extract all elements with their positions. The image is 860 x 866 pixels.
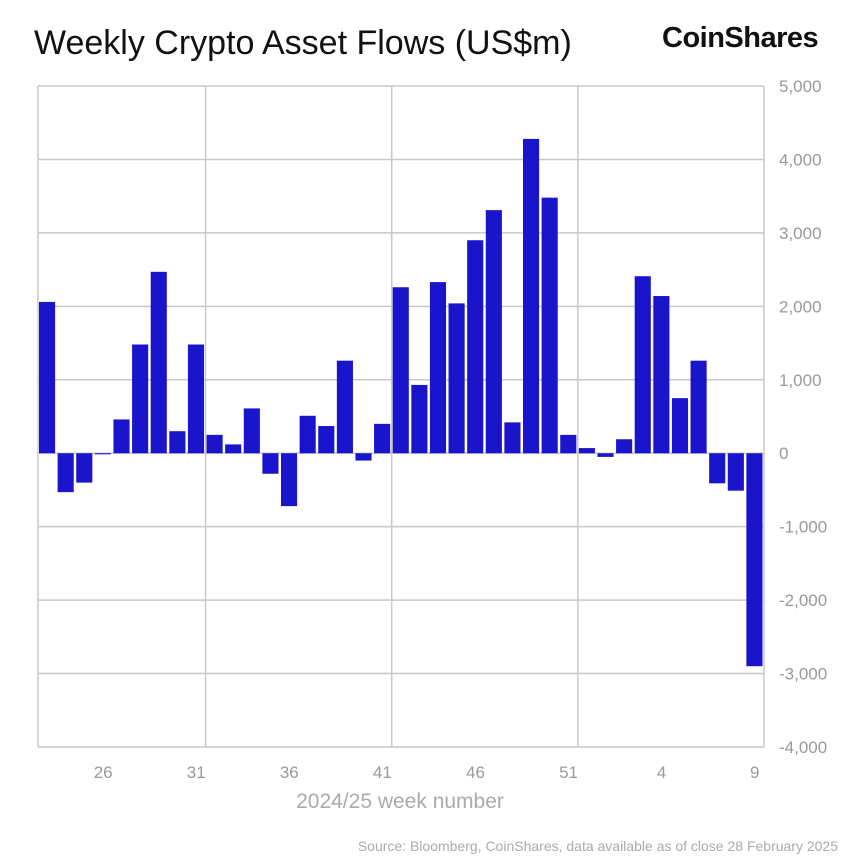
- x-tick-label: 46: [466, 763, 485, 782]
- bar-week-47: [485, 210, 502, 454]
- x-tick-label: 9: [750, 763, 759, 782]
- bar-week-23: [39, 301, 56, 454]
- bar-week-42: [392, 287, 409, 454]
- bar-week-6: [690, 360, 707, 454]
- x-tick-label: 31: [187, 763, 206, 782]
- x-tick-label: 41: [373, 763, 392, 782]
- y-tick-label: 5,000: [779, 77, 822, 96]
- bar-week-34: [243, 408, 260, 454]
- bar-week-29: [150, 271, 167, 454]
- bar-week-1: [597, 453, 614, 457]
- bar-week-33: [225, 444, 242, 454]
- bar-week-38: [318, 426, 335, 454]
- x-axis-label: 2024/25 week number: [296, 790, 504, 813]
- y-tick-label: -4,000: [779, 738, 827, 757]
- bar-week-45: [448, 303, 465, 454]
- bar-week-9: [746, 453, 763, 667]
- bar-week-3: [634, 276, 651, 454]
- y-tick-label: 3,000: [779, 224, 822, 243]
- bar-week-4: [653, 296, 670, 454]
- bar-week-36: [281, 453, 298, 507]
- source-note: Source: Bloomberg, CoinShares, data avai…: [357, 838, 838, 854]
- bar-week-32: [206, 434, 223, 454]
- bar-week-51: [560, 434, 577, 454]
- bar-week-27: [113, 419, 130, 454]
- y-tick-label: -2,000: [779, 591, 827, 610]
- bar-week-50: [541, 197, 558, 454]
- y-tick-label: -1,000: [779, 518, 827, 537]
- bar-week-30: [169, 431, 186, 454]
- coinshares-logo: CoinShares: [662, 22, 819, 54]
- bar-week-37: [299, 415, 316, 454]
- x-tick-label: 26: [94, 763, 113, 782]
- x-tick-label: 36: [280, 763, 299, 782]
- bar-week-49: [523, 138, 540, 454]
- bar-week-44: [429, 282, 447, 454]
- bar-week-28: [132, 344, 149, 454]
- x-tick-label: 4: [657, 763, 666, 782]
- bar-week-8: [727, 453, 744, 491]
- x-tick-label: 51: [559, 763, 578, 782]
- y-tick-label: 2,000: [779, 297, 822, 316]
- bar-week-35: [262, 453, 279, 474]
- bar-week-5: [671, 398, 689, 454]
- bar-week-7: [709, 453, 726, 484]
- bar-week-40: [355, 453, 372, 461]
- bar-week-52: [578, 448, 595, 454]
- bar-week-41: [374, 423, 391, 454]
- chart-title: Weekly Crypto Asset Flows (US$m): [34, 24, 572, 62]
- y-tick-label: 4,000: [779, 150, 822, 169]
- bar-week-2: [616, 439, 633, 454]
- y-tick-label: 0: [779, 444, 788, 463]
- bar-week-24: [57, 453, 74, 493]
- bar-week-31: [187, 344, 205, 454]
- bar-week-39: [336, 360, 353, 454]
- bar-week-48: [504, 422, 521, 454]
- bar-week-25: [76, 453, 93, 483]
- bar-week-46: [467, 240, 484, 454]
- y-tick-label: 1,000: [779, 371, 822, 390]
- bar-week-43: [411, 384, 428, 454]
- bar-week-26: [94, 453, 111, 455]
- y-tick-label: -3,000: [779, 665, 827, 684]
